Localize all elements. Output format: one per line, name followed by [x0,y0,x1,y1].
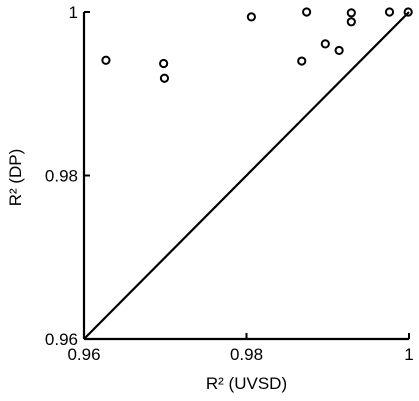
y-tick-label: 1 [69,3,78,22]
data-point [346,8,356,18]
data-point [334,45,344,56]
identity-line [83,11,410,340]
x-tick-label: 1 [404,345,413,364]
data-point [246,12,256,22]
x-tick-label: 0.98 [230,345,263,364]
data-points [101,7,413,83]
data-point [297,56,307,66]
x-tick-label: 0.96 [67,345,100,364]
data-point [302,7,312,17]
y-tick-label: 0.98 [45,167,78,186]
x-axis-label: R² (UVSD) [206,374,287,393]
data-point [403,7,413,17]
data-point [320,39,330,49]
y-tick-label: 0.96 [45,330,78,349]
data-point [159,73,170,83]
tick-labels: 0.96 0.98 1 0.96 0.98 1 [45,3,414,364]
data-point [101,55,111,65]
data-point [159,58,169,69]
y-axis-label: R² (DP) [6,149,25,207]
data-point [346,17,356,27]
data-point [384,7,395,17]
